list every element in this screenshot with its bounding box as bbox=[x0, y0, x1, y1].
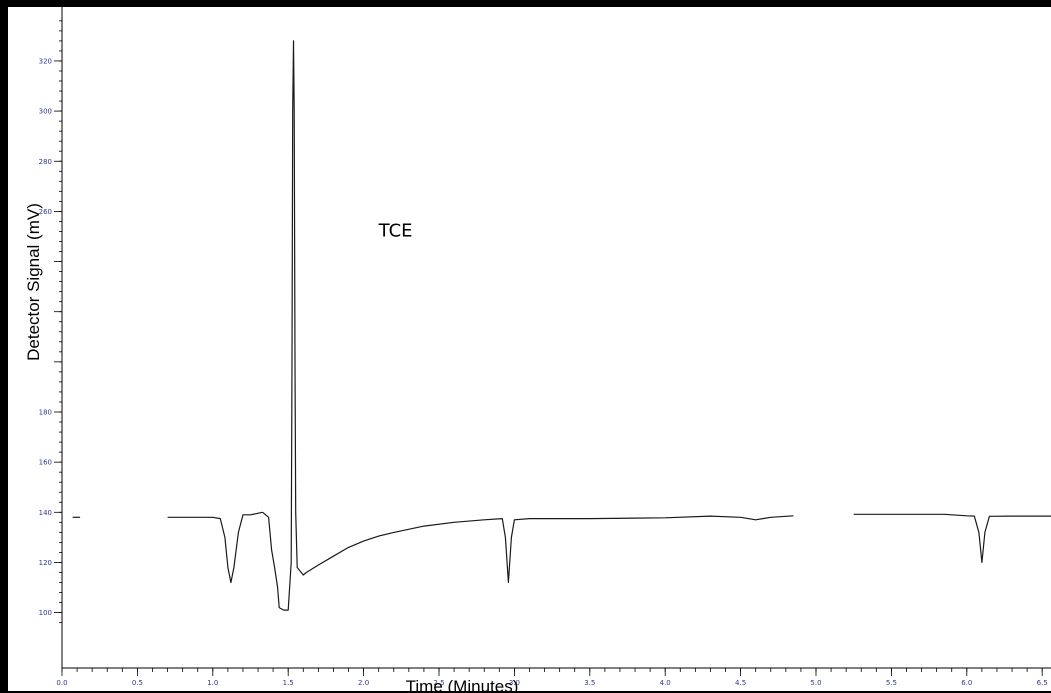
y-tick-label: 140 bbox=[39, 509, 52, 517]
x-tick-label: 4.5 bbox=[735, 679, 746, 687]
x-tick-label: 1.5 bbox=[283, 679, 294, 687]
x-tick-label: 5.5 bbox=[886, 679, 897, 687]
y-tick-label: 180 bbox=[39, 409, 52, 417]
y-tick-label: 320 bbox=[39, 57, 52, 65]
x-tick-label: 3.5 bbox=[584, 679, 595, 687]
x-tick-label: 3.0 bbox=[509, 679, 520, 687]
x-tick-label: 5.0 bbox=[810, 679, 821, 687]
x-tick-label: 2.0 bbox=[358, 679, 369, 687]
signal-trace bbox=[167, 40, 794, 611]
plot-area bbox=[72, 40, 1051, 611]
chromatogram-chart: 100 120 140 160 180 260 280 300 320 0.0 0.5 1.0 1.5 2… bbox=[24, 7, 1051, 691]
y-tick-label: 160 bbox=[39, 459, 52, 467]
x-tick-label: 2.5 bbox=[433, 679, 444, 687]
x-tick-label: 4.0 bbox=[660, 679, 671, 687]
axes bbox=[61, 7, 1051, 669]
x-tick-label: 0.0 bbox=[56, 679, 67, 687]
signal-trace bbox=[853, 513, 1051, 564]
annotations: TCETeCB bbox=[378, 220, 413, 241]
y-tick-label: 100 bbox=[39, 609, 52, 617]
y-tick-label: 300 bbox=[39, 108, 52, 116]
x-axis-title: Time (Minutes) bbox=[406, 677, 519, 691]
y-tick-label: 280 bbox=[39, 158, 52, 166]
x-tick-label: 6.0 bbox=[961, 679, 972, 687]
peak-annotation: TCE bbox=[378, 220, 413, 241]
x-tick-label: 0.5 bbox=[132, 679, 143, 687]
x-tick-label: 6.5 bbox=[1037, 679, 1048, 687]
y-tick-label: 120 bbox=[39, 559, 52, 567]
x-tick-label: 1.0 bbox=[207, 679, 218, 687]
y-axis-title: Detector Signal (mV) bbox=[24, 203, 43, 361]
y-tick-label: 260 bbox=[39, 208, 52, 216]
ticks: 100 120 140 160 180 260 280 300 320 0.0 0.5 1.0 1.5 2… bbox=[39, 20, 1048, 687]
